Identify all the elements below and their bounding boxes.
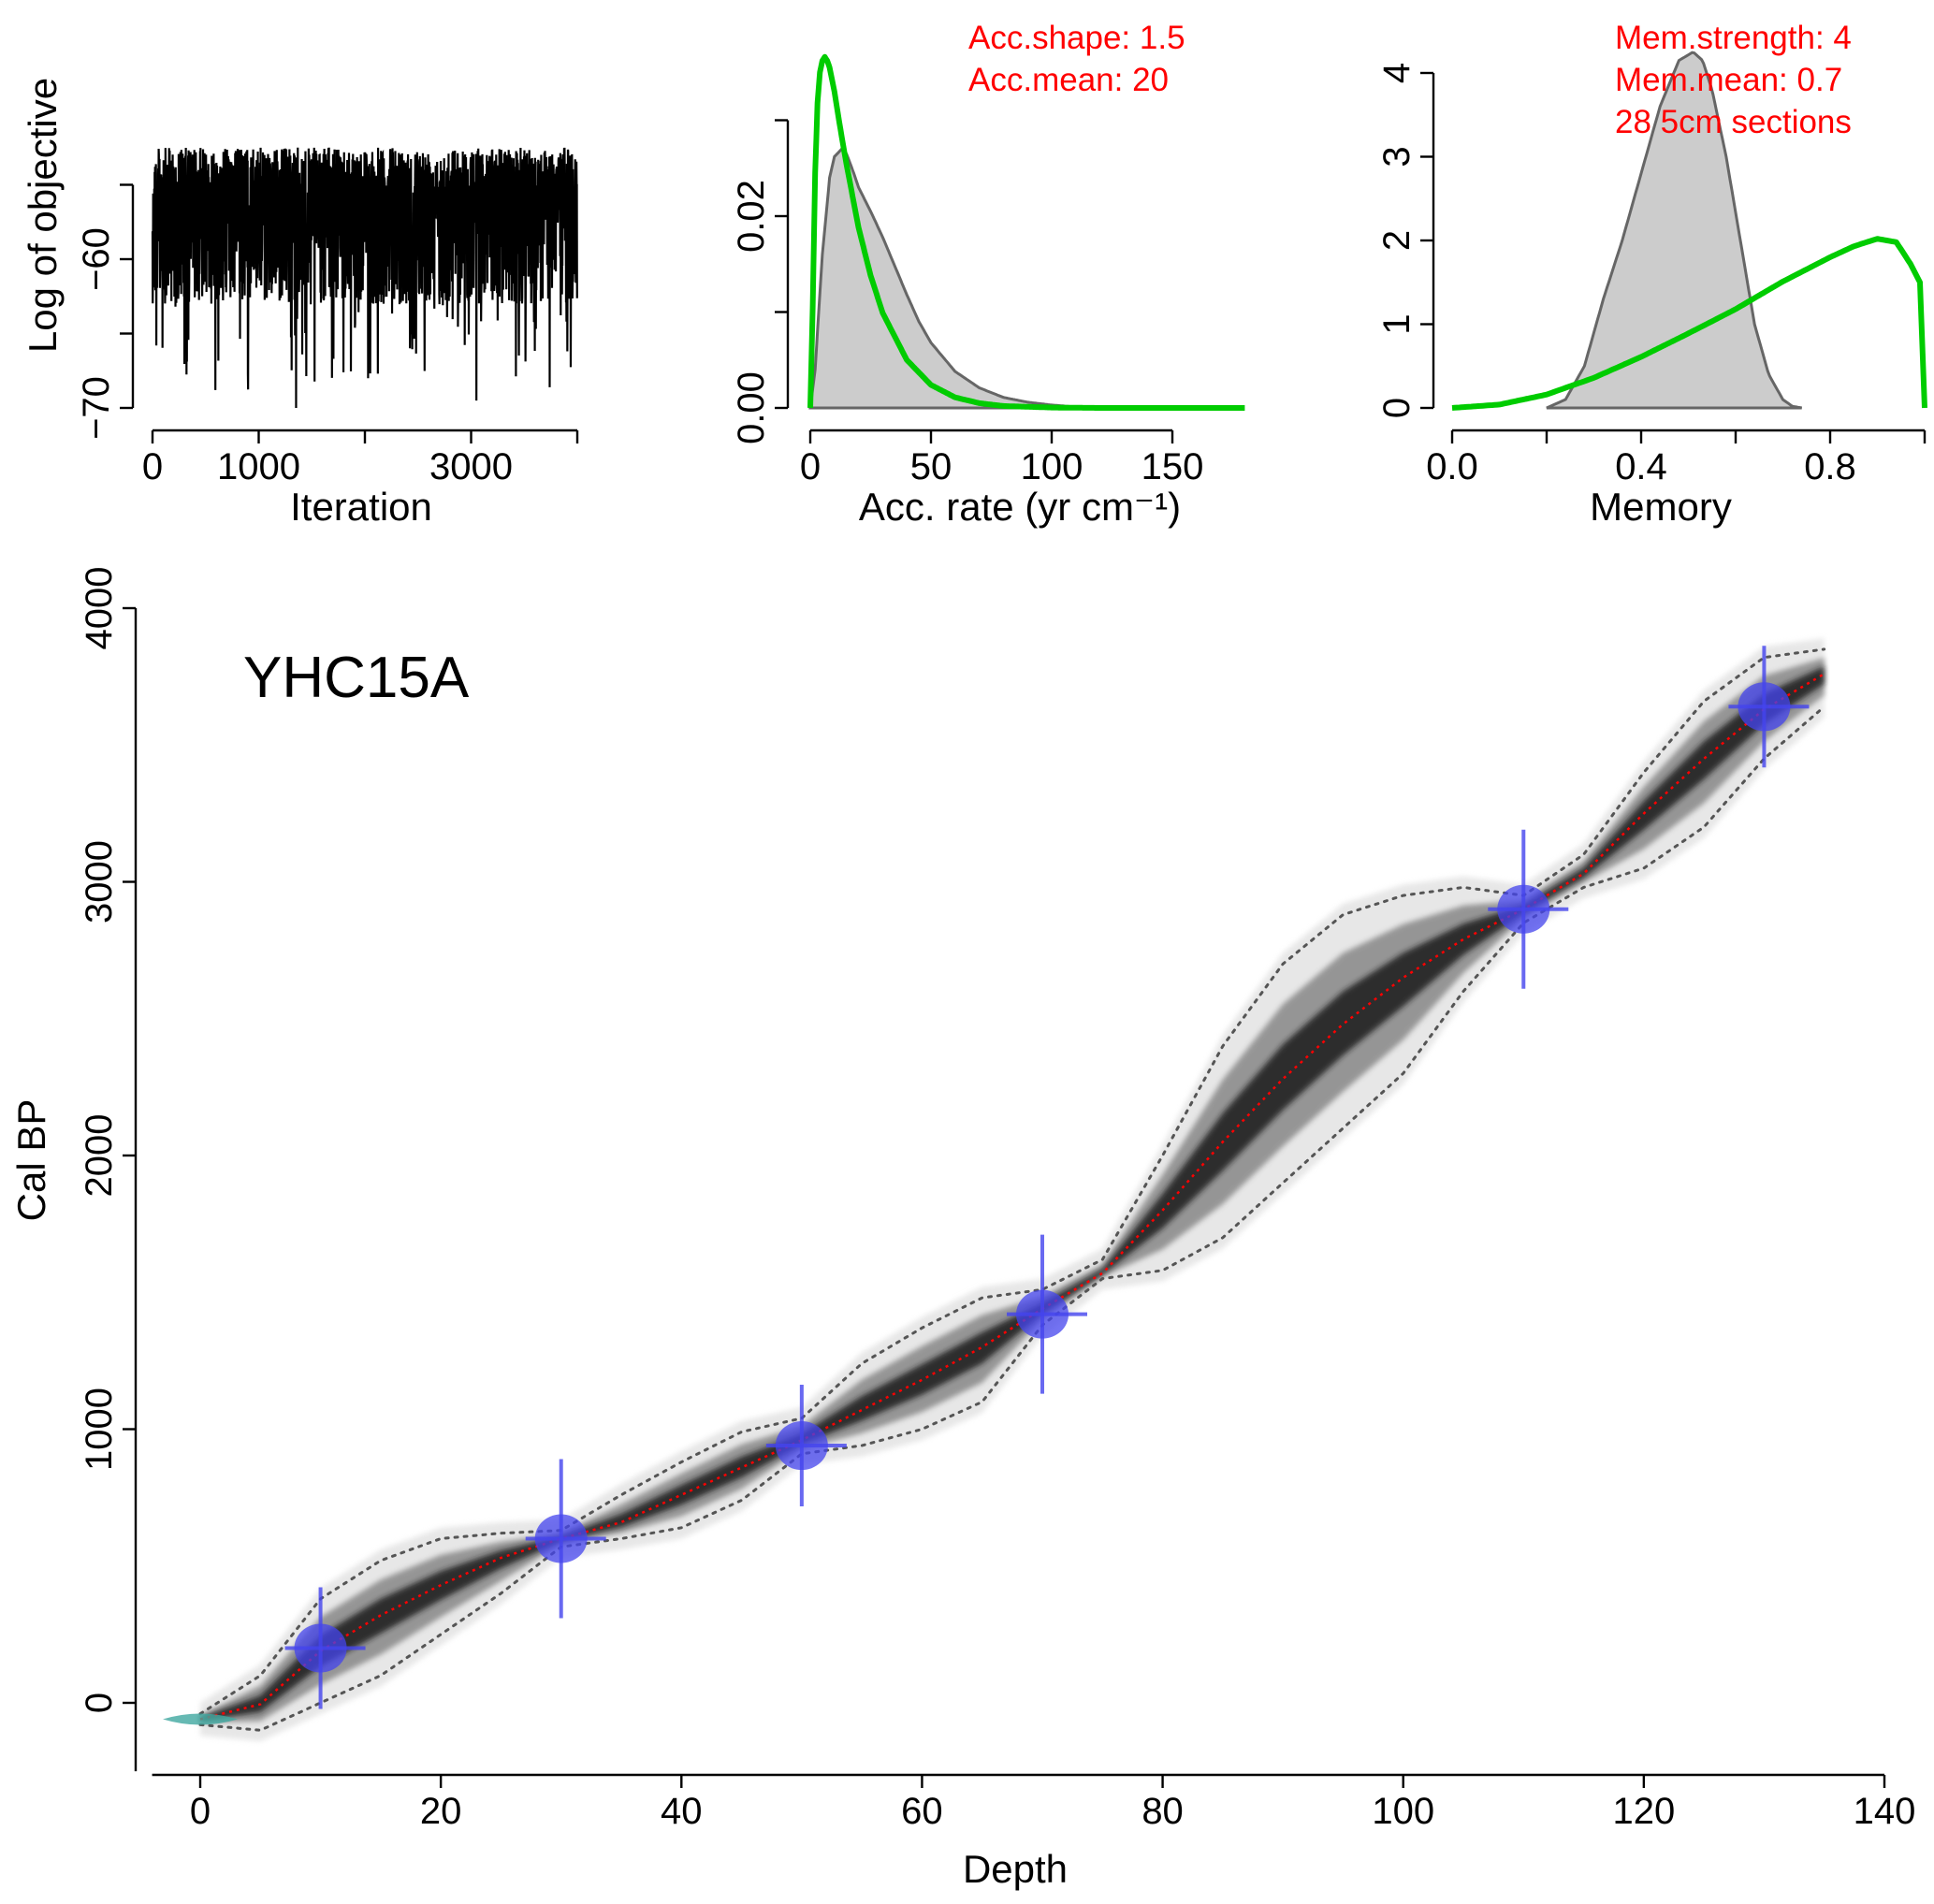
age-depth-x-tick-label: 120 — [1612, 1791, 1675, 1832]
age-depth-panel: 0 20 40 60 80 100 120 140 0 1000 2000 3000 4000 YHC1… — [9, 567, 1915, 1891]
memory-axes: 0.0 0.4 0.8 0 1 2 3 4 — [1376, 63, 1927, 487]
age-depth-axes: 0 20 40 60 80 100 120 140 0 1000 2000 3000 4000 — [79, 567, 1915, 1832]
log-objective-ylabel: Log of objective — [21, 78, 65, 353]
age-depth-x-tick-label: 60 — [901, 1791, 943, 1832]
acc-rate-xlabel: Acc. rate (yr cm⁻¹) — [859, 485, 1181, 529]
iteration-x-tick-label: 0 — [142, 446, 163, 487]
age-depth-x-tick-label: 40 — [661, 1791, 703, 1832]
acc-rate-y-tick-label: 0.02 — [731, 180, 772, 253]
memory-panel: 0.0 0.4 0.8 0 1 2 3 4 Memory Mem.strength: 4 Me… — [1376, 20, 1927, 529]
acc-rate-x-tick-label: 50 — [910, 446, 952, 487]
iteration-trace-axes: 0 1000 3000 −70 −60 — [76, 183, 579, 487]
dated-level-marker — [765, 1385, 847, 1507]
age-depth-y-tick-label: 1000 — [79, 1388, 120, 1471]
acc-rate-x-tick-label: 0 — [800, 446, 821, 487]
age-depth-x-tick-label: 20 — [420, 1791, 462, 1832]
acc-mean-annotation: Acc.mean: 20 — [968, 62, 1169, 98]
memory-plot — [1451, 51, 1927, 411]
memory-y-tick-label: 2 — [1376, 230, 1418, 251]
dated-level-marker — [1488, 829, 1569, 989]
iteration-x-tick-label: 3000 — [429, 446, 513, 487]
memory-x-tick-label: 0.0 — [1426, 446, 1478, 487]
memory-x-tick-label: 0.8 — [1804, 446, 1856, 487]
memory-prior-curve — [1451, 236, 1927, 411]
age-depth-x-tick-label: 80 — [1141, 1791, 1184, 1832]
iteration-y-tick-label: −70 — [76, 376, 117, 440]
upper-95-range-line — [198, 647, 1826, 1716]
log-objective-trace-line — [151, 147, 578, 409]
age-depth-y-tick-label: 3000 — [79, 840, 120, 923]
memory-y-tick-label: 1 — [1376, 313, 1418, 334]
memory-posterior-area — [1546, 51, 1802, 410]
age-depth-y-tick-label: 4000 — [79, 567, 120, 650]
acc-rate-axes: 0 50 100 150 0.00 0.02 — [731, 119, 1204, 487]
memory-x-tick-label: 0.4 — [1615, 446, 1667, 487]
acc-rate-x-tick-label: 150 — [1141, 446, 1204, 487]
memory-xlabel: Memory — [1590, 485, 1732, 529]
iteration-xlabel: Iteration — [290, 485, 432, 529]
sections-annotation: 28 5cm sections — [1615, 104, 1852, 140]
depth-xlabel: Depth — [963, 1847, 1068, 1891]
acc-rate-plot — [807, 53, 1247, 411]
dated-level-marker — [284, 1587, 366, 1709]
age-depth-plot — [163, 638, 1826, 1742]
mean-age-model-line — [199, 673, 1825, 1721]
age-depth-x-tick-label: 140 — [1854, 1791, 1916, 1832]
date-distribution-core — [1497, 884, 1550, 934]
acc-rate-y-tick-label: 0.00 — [731, 371, 772, 444]
acc-shape-annotation: Acc.shape: 1.5 — [968, 20, 1185, 56]
mem-mean-annotation: Mem.mean: 0.7 — [1615, 62, 1842, 98]
age-depth-x-tick-label: 0 — [190, 1791, 211, 1832]
iteration-x-tick-label: 1000 — [217, 446, 300, 487]
dated-level-marker — [1007, 1234, 1087, 1394]
mem-strength-annotation: Mem.strength: 4 — [1615, 20, 1852, 56]
acc-rate-x-tick-label: 100 — [1021, 446, 1083, 487]
age-depth-y-tick-label: 0 — [79, 1693, 120, 1713]
acc-rate-prior-curve — [807, 53, 1247, 411]
date-distribution-core — [1738, 682, 1791, 732]
date-distribution-core — [1016, 1289, 1069, 1339]
iteration-trace-plot — [151, 147, 578, 409]
dated-level-marker — [525, 1459, 606, 1619]
iteration-trace-panel: 0 1000 3000 −70 −60 Iteration Log of objecti… — [21, 78, 579, 529]
date-distribution-core — [534, 1514, 588, 1563]
date-distribution-core — [294, 1623, 347, 1673]
memory-y-tick-label: 3 — [1376, 146, 1418, 167]
date-distribution-core — [775, 1421, 828, 1471]
iteration-y-tick-label: −60 — [76, 227, 117, 291]
memory-y-tick-label: 0 — [1376, 398, 1418, 418]
surface-date-shape — [163, 1713, 238, 1725]
core-title: YHC15A — [243, 646, 470, 710]
age-model-mid-envelope — [200, 658, 1825, 1723]
age-model-outer-envelope — [200, 638, 1825, 1742]
lower-95-range-line — [198, 705, 1826, 1732]
memory-y-tick-label: 4 — [1376, 63, 1418, 83]
age-depth-x-tick-label: 100 — [1372, 1791, 1434, 1832]
cal-bp-ylabel: Cal BP — [9, 1099, 53, 1222]
acc-rate-panel: 0 50 100 150 0.00 0.02 Acc. rate (yr cm⁻¹) Ac… — [731, 20, 1247, 529]
dated-level-marker — [1728, 646, 1810, 768]
age-model-core-envelope — [200, 666, 1825, 1722]
dated-level-marker — [163, 1713, 238, 1725]
age-depth-y-tick-label: 2000 — [79, 1114, 120, 1198]
